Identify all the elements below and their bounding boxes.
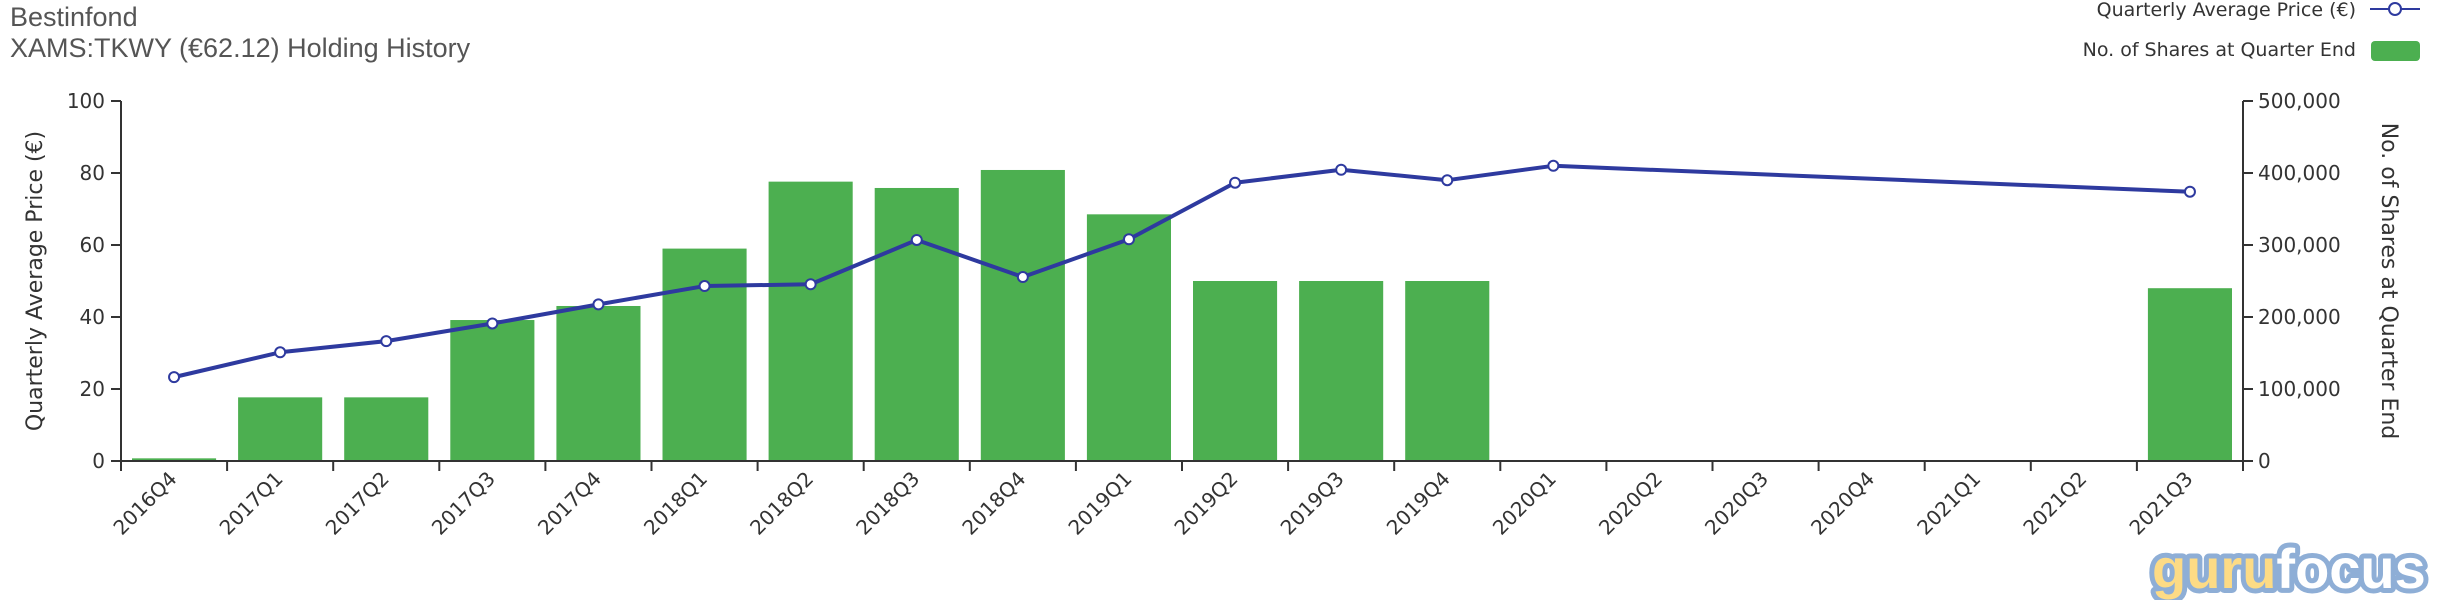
legend-bar-swatch xyxy=(2371,41,2420,61)
gurufocus-logo: gurufocus xyxy=(2147,532,2431,600)
price-point[interactable] xyxy=(274,346,287,359)
shares-bar[interactable] xyxy=(238,397,323,461)
price-point[interactable] xyxy=(1229,176,1242,189)
x-tick-label: 2020Q3 xyxy=(1700,467,1773,540)
shares-bar[interactable] xyxy=(1299,281,1384,461)
right-axis-title: No. of Shares at Quarter End xyxy=(2376,123,2401,440)
x-tick-label: 2019Q4 xyxy=(1382,467,1455,540)
price-point[interactable] xyxy=(1016,271,1029,284)
price-point[interactable] xyxy=(1547,159,1560,172)
price-point[interactable] xyxy=(168,371,181,384)
x-tick-label: 2019Q3 xyxy=(1276,467,1349,540)
shares-bar[interactable] xyxy=(344,397,429,461)
x-tick-label: 2016Q4 xyxy=(108,467,181,540)
left-tick-label: 100 xyxy=(67,89,105,113)
price-point[interactable] xyxy=(1441,174,1454,187)
left-tick-label: 40 xyxy=(80,305,105,329)
right-tick-label: 0 xyxy=(2258,449,2271,473)
shares-bar[interactable] xyxy=(2147,288,2232,461)
price-point[interactable] xyxy=(698,280,711,293)
x-tick-label: 2020Q2 xyxy=(1594,467,1667,540)
shares-bar[interactable] xyxy=(132,458,217,461)
shares-bar[interactable] xyxy=(768,181,853,461)
legend-marker-icon xyxy=(2388,2,2402,16)
x-tick-label: 2018Q2 xyxy=(745,467,818,540)
x-tick-label: 2019Q2 xyxy=(1169,467,1242,540)
fund-name: Bestinfond xyxy=(10,2,138,32)
x-tick-label: 2018Q4 xyxy=(957,467,1030,540)
legend-label-shares: No. of Shares at Quarter End xyxy=(2083,39,2356,61)
x-tick-label: 2017Q2 xyxy=(321,467,394,540)
price-point[interactable] xyxy=(486,317,499,330)
price-point[interactable] xyxy=(910,233,923,246)
chart-title: XAMS:TKWY (€62.12) Holding History xyxy=(10,33,471,63)
shares-bar[interactable] xyxy=(874,187,959,461)
price-point[interactable] xyxy=(592,298,605,311)
price-point[interactable] xyxy=(1335,163,1348,176)
left-tick-label: 0 xyxy=(92,449,105,473)
price-point[interactable] xyxy=(2183,185,2196,198)
x-tick-label: 2020Q1 xyxy=(1488,467,1561,540)
right-tick-label: 300,000 xyxy=(2258,233,2341,257)
right-tick-label: 500,000 xyxy=(2258,89,2341,113)
legend-label-price: Quarterly Average Price (€) xyxy=(2097,0,2356,21)
legend[interactable]: Quarterly Average Price (€) No. of Share… xyxy=(2083,0,2420,61)
price-point[interactable] xyxy=(1122,233,1135,246)
x-tick-label: 2021Q2 xyxy=(2018,467,2091,540)
shares-bar[interactable] xyxy=(556,305,641,461)
left-tick-label: 60 xyxy=(80,233,105,257)
price-point[interactable] xyxy=(804,278,817,291)
right-tick-label: 100,000 xyxy=(2258,377,2341,401)
left-axis-title: Quarterly Average Price (€) xyxy=(23,131,48,431)
x-tick-label: 2017Q4 xyxy=(533,467,606,540)
x-tick-label: 2017Q3 xyxy=(427,467,500,540)
shares-bar[interactable] xyxy=(450,320,535,461)
shares-bar[interactable] xyxy=(1405,281,1490,461)
x-tick-label: 2019Q1 xyxy=(1063,467,1136,540)
x-tick-label: 2017Q1 xyxy=(215,467,288,540)
x-tick-label: 2018Q3 xyxy=(851,467,924,540)
left-tick-label: 80 xyxy=(80,161,105,185)
x-tick-label: 2021Q1 xyxy=(1912,467,1985,540)
shares-bar[interactable] xyxy=(1086,214,1171,461)
x-tick-label: 2021Q3 xyxy=(2124,467,2197,540)
price-point[interactable] xyxy=(380,335,393,348)
x-tick-label: 2020Q4 xyxy=(1806,467,1879,540)
svg-text:gurufocus: gurufocus xyxy=(2152,537,2426,600)
left-tick-label: 20 xyxy=(80,377,105,401)
right-tick-label: 200,000 xyxy=(2258,305,2341,329)
shares-bar[interactable] xyxy=(980,169,1065,461)
x-tick-label: 2018Q1 xyxy=(639,467,712,540)
shares-bar[interactable] xyxy=(1193,281,1278,461)
right-tick-label: 400,000 xyxy=(2258,161,2341,185)
